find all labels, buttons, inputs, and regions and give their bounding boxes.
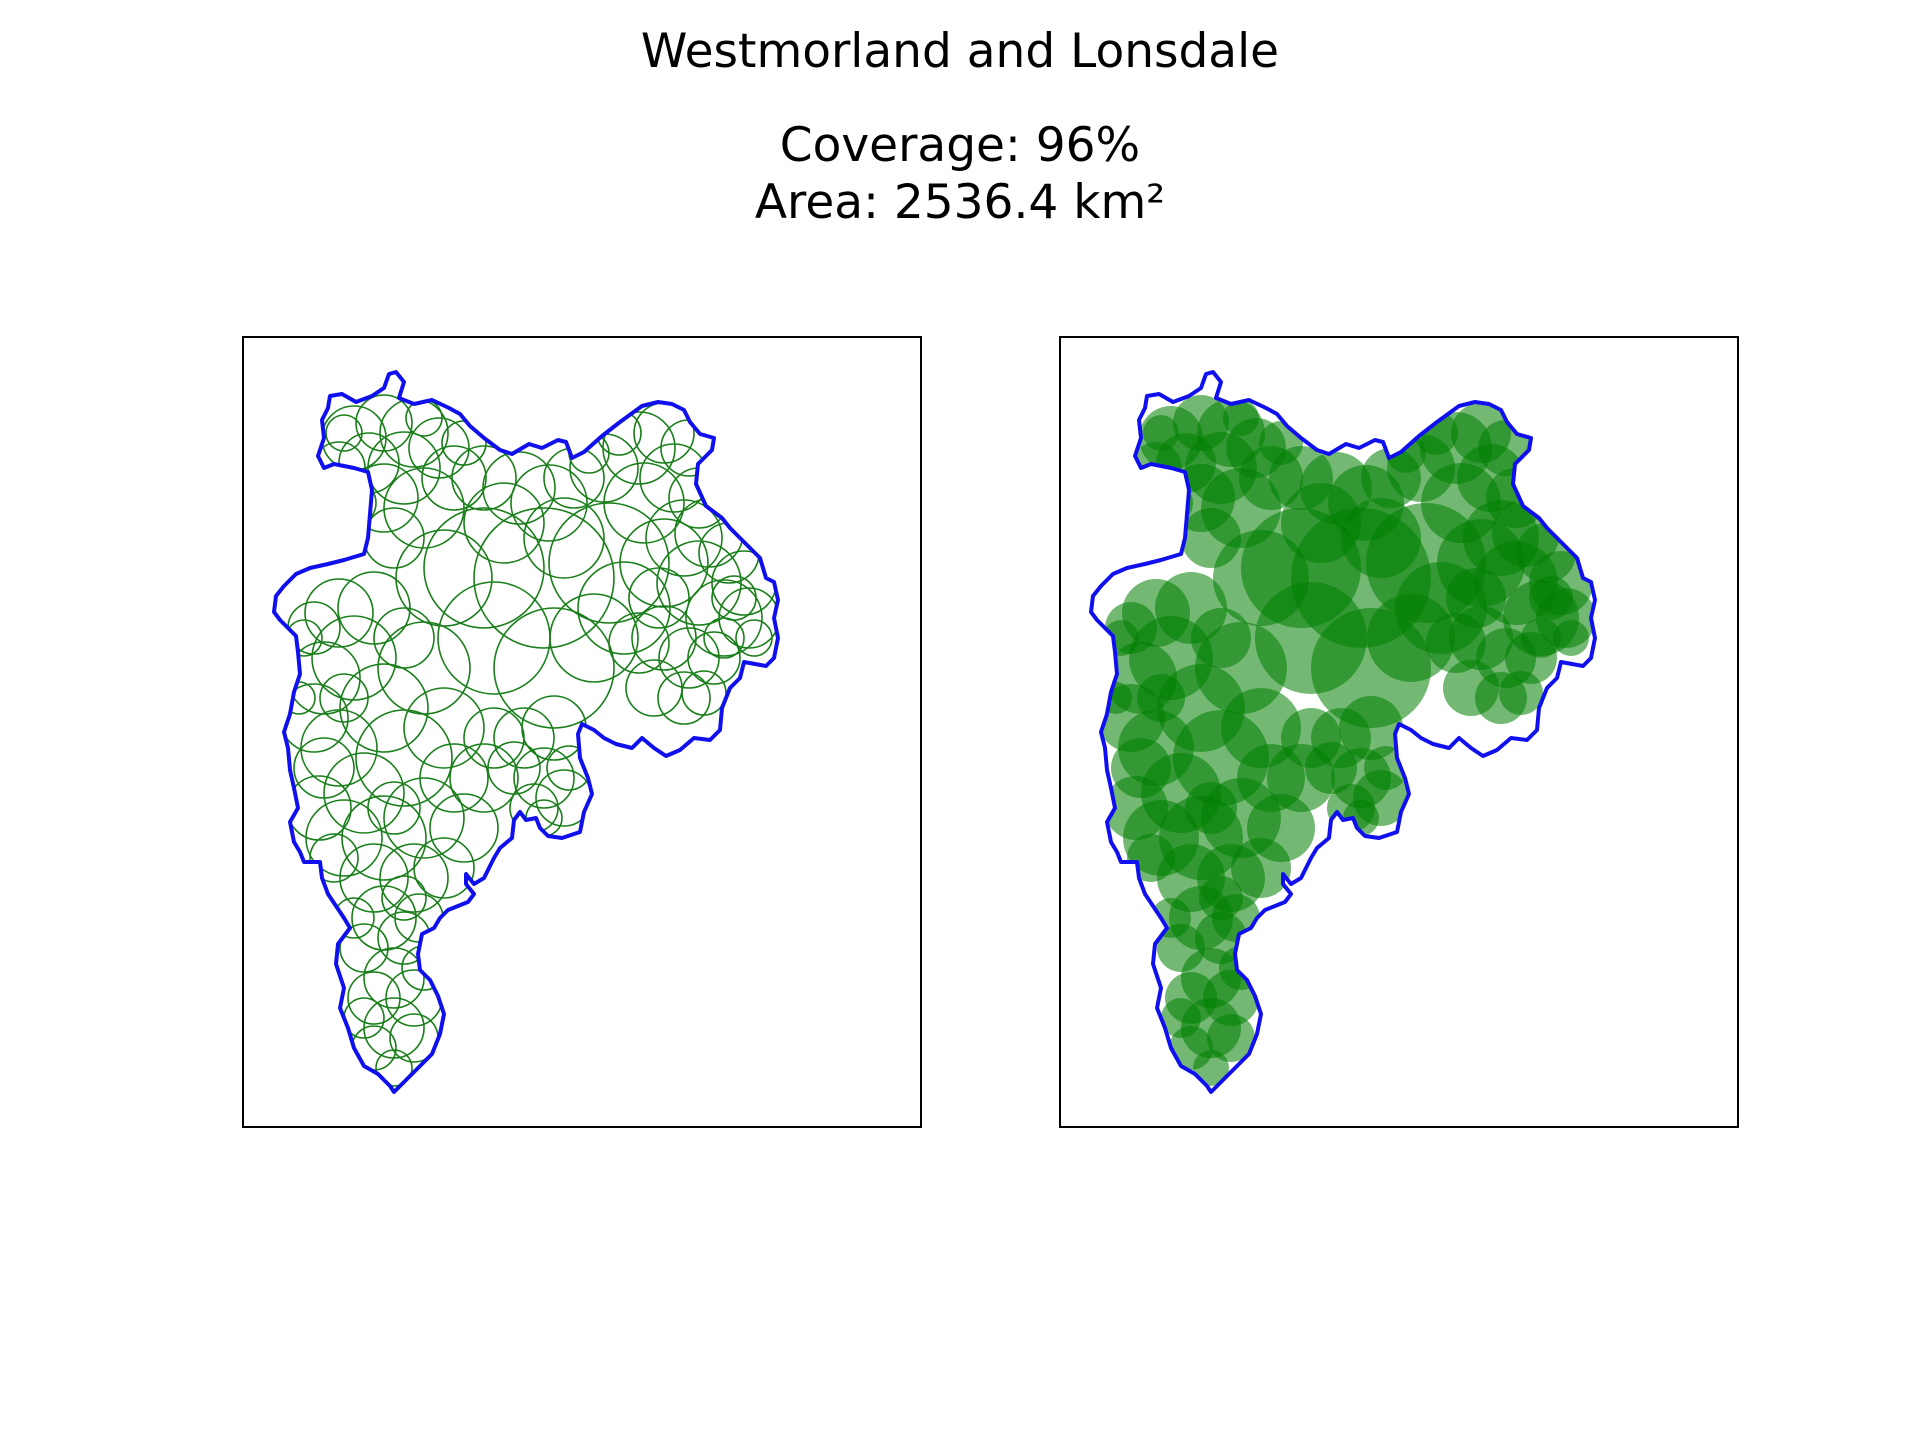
coverage-circle [493, 607, 615, 729]
coverage-circle [339, 663, 429, 753]
coverage-circle [333, 897, 375, 939]
coverage-circle [355, 709, 453, 807]
coverage-circle [1213, 530, 1309, 626]
coverage-circle [1529, 576, 1573, 620]
map-panel-filled [1059, 336, 1739, 1128]
coverage-circle [321, 405, 387, 471]
coverage-circle [413, 837, 475, 899]
coverage-circle [403, 687, 485, 769]
coverage-circle [1191, 608, 1251, 668]
coverage-circle [735, 619, 773, 657]
coverage-circle [363, 997, 425, 1059]
coverage-circle [1553, 620, 1589, 656]
coverage-circle [1161, 998, 1201, 1038]
coverage-circle [379, 843, 449, 913]
coverage-circle [1207, 1014, 1255, 1062]
region-boundary [272, 370, 780, 1094]
coverage-circle [510, 464, 588, 542]
coverage-circle [1127, 834, 1175, 882]
coverage-circle [523, 497, 605, 579]
coverage-circle [473, 507, 615, 649]
coverage-circle [1341, 498, 1421, 578]
coverage-circles-filled [1097, 395, 1595, 1086]
coverage-circle [1395, 562, 1487, 654]
map-svg-filled [1089, 370, 1597, 1094]
coverage-circle [463, 482, 545, 564]
coverage-circle [383, 777, 465, 859]
map-title: Westmorland and Lonsdale [640, 24, 1280, 79]
coverage-circle [463, 707, 525, 769]
coverage-circle [1151, 898, 1191, 938]
coverage-circle [1499, 671, 1543, 715]
coverage-circle [1219, 946, 1263, 990]
coverage-circle [1231, 838, 1291, 898]
coverage-label: Coverage: 96% [779, 118, 1141, 173]
coverage-circle [408, 417, 470, 479]
map-svg-outlines [272, 370, 780, 1094]
coverage-circle [363, 507, 425, 569]
coverage-circle [1103, 620, 1139, 656]
coverage-circle [493, 707, 555, 769]
coverage-circle [628, 567, 690, 629]
coverage-circle [619, 518, 709, 608]
coverage-circle [363, 947, 425, 1009]
coverage-circle [373, 607, 435, 669]
coverage-circle [548, 502, 670, 624]
coverage-circle [394, 893, 444, 943]
area-label: Area: 2536.4 km² [754, 175, 1166, 230]
coverage-circle [657, 671, 711, 725]
coverage-circle [381, 875, 427, 921]
coverage-circle [1193, 1050, 1229, 1086]
coverage-circle [703, 617, 745, 659]
coverage-circle [309, 833, 359, 883]
coverage-circle [377, 621, 471, 715]
coverage-circle [1223, 400, 1259, 436]
coverage-circle [685, 579, 763, 657]
coverage-circle [367, 781, 421, 835]
coverage-circle [441, 420, 487, 466]
coverage-circle [656, 540, 742, 626]
region-boundary [1089, 370, 1597, 1094]
coverage-circle [325, 414, 363, 452]
map-panel-outlines [242, 336, 922, 1128]
coverage-circle [1185, 782, 1237, 834]
coverage-circle [323, 752, 405, 834]
coverage-circle [1100, 682, 1132, 714]
coverage-circle [355, 394, 413, 452]
coverage-circle [645, 499, 723, 577]
coverage-circle [631, 605, 697, 671]
coverage-circle [549, 593, 639, 683]
coverage-circle [375, 1049, 413, 1087]
coverage-circle [304, 578, 374, 648]
coverage-circle [681, 670, 727, 716]
coverage-circle [319, 673, 369, 723]
coverage-circle [1143, 415, 1179, 451]
coverage-circle [1137, 674, 1185, 722]
coverage-circle [421, 445, 487, 511]
coverage-circle [311, 615, 397, 701]
coverage-circle [1199, 876, 1243, 920]
coverage-circle [351, 1025, 397, 1071]
coverage-circle [429, 793, 499, 863]
coverage-circle [1281, 483, 1361, 563]
coverage-circle [383, 467, 465, 549]
coverage-circle [293, 737, 355, 799]
coverage-circle [341, 795, 427, 881]
coverage-circle [513, 747, 575, 809]
coverage-circle [711, 575, 757, 621]
coverage-circle [451, 445, 517, 511]
coverage-circle [1521, 618, 1561, 658]
coverage-circle [339, 843, 409, 913]
coverage-circle [423, 507, 545, 629]
coverage-circle [305, 799, 383, 877]
coverage-circle [577, 561, 671, 655]
coverage-circle [1386, 433, 1426, 473]
coverage-circle [449, 743, 519, 813]
